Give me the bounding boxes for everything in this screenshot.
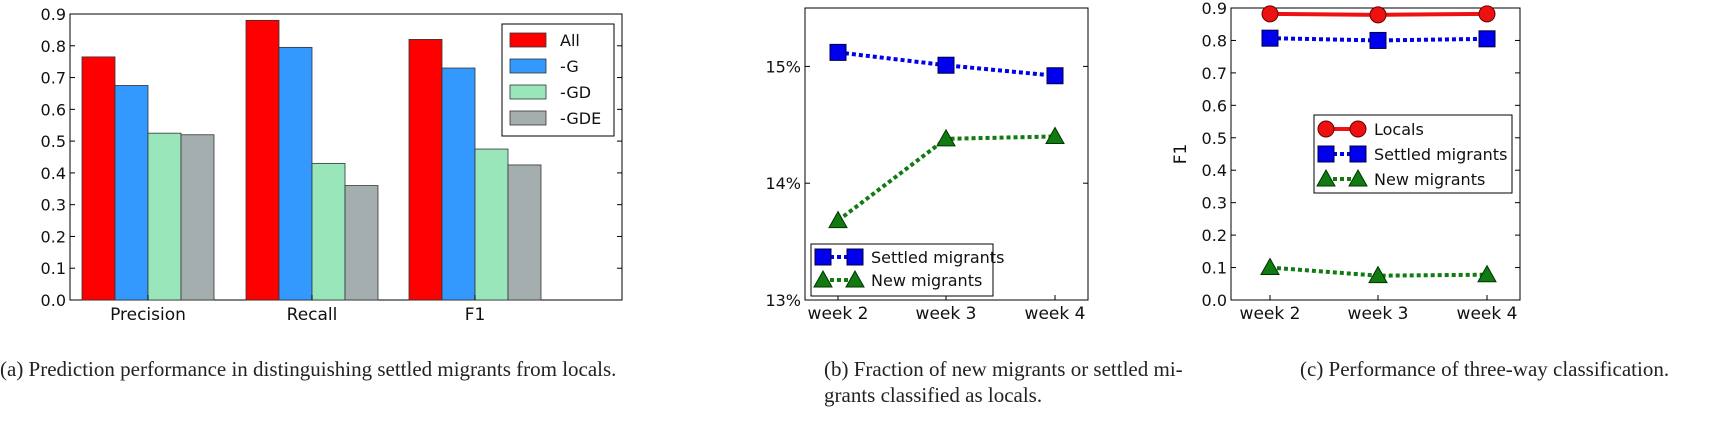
chart-c-xtick-label: week 3 bbox=[1348, 304, 1409, 324]
chart-c-xtick-label: week 4 bbox=[1457, 304, 1518, 324]
chart-c-legend-label: New migrants bbox=[1374, 170, 1485, 189]
chart-c-point-new-migrants bbox=[1368, 265, 1388, 284]
chart-a-ytick-label: 0.5 bbox=[41, 132, 66, 151]
chart-c-ylabel: F1 bbox=[1171, 144, 1191, 165]
chart-c-legend-marker bbox=[1349, 145, 1367, 163]
bar-g-precision bbox=[114, 85, 149, 301]
chart-a-ytick-label: 0.7 bbox=[41, 69, 66, 88]
chart-b-legend bbox=[810, 243, 994, 297]
chart-c-legend-marker bbox=[1349, 120, 1367, 138]
chart-b-ytick-label: 15% bbox=[765, 57, 801, 76]
chart-a-legend-label: -G bbox=[560, 57, 579, 76]
chart-c-ytick-label: 0.2 bbox=[1202, 226, 1227, 245]
chart-b-point-settled-migrants bbox=[1046, 67, 1064, 85]
chart-a-legend-swatch bbox=[509, 32, 547, 48]
chart-c-legend-label: Locals bbox=[1374, 120, 1424, 139]
bar-gd-f1 bbox=[474, 148, 509, 301]
chart-b-xtick-label: week 3 bbox=[916, 304, 977, 324]
chart-c-ytick-label: 0.5 bbox=[1202, 129, 1227, 148]
chart-a-ytick-label: 0.1 bbox=[41, 259, 66, 278]
chart-b: 13% 14% 15% week 2 week 3 week 4 Settled migra… bbox=[765, 7, 1089, 324]
chart-c-ytick-label: 0.4 bbox=[1202, 161, 1227, 180]
chart-c-point-settled-migrants bbox=[1369, 31, 1387, 49]
bar-g-f1 bbox=[441, 67, 476, 301]
bar-gde-recall bbox=[344, 185, 379, 301]
chart-a-legend-swatch bbox=[509, 58, 547, 74]
chart-c-point-new-migrants bbox=[1260, 257, 1280, 276]
chart-a-ytick-label: 0.4 bbox=[41, 164, 66, 183]
chart-c-ytick-label: 0.8 bbox=[1202, 31, 1227, 50]
chart-a-xtick-label: F1 bbox=[465, 305, 486, 325]
chart-b-line-new-migrants bbox=[836, 134, 1056, 223]
chart-c-legend-marker bbox=[1317, 145, 1335, 163]
chart-a-legend-swatch bbox=[509, 84, 547, 100]
bar-gde-precision bbox=[180, 134, 215, 301]
chart-c-ytick-label: 0.1 bbox=[1202, 259, 1227, 278]
chart-b-legend-marker bbox=[814, 248, 832, 266]
chart-b-point-settled-migrants bbox=[937, 56, 955, 74]
chart-b-ytick-label: 14% bbox=[765, 174, 801, 193]
chart-c-ytick-label: 0.7 bbox=[1202, 64, 1227, 83]
chart-b-xtick-label: week 4 bbox=[1025, 304, 1086, 324]
chart-a-ytick-label: 0.0 bbox=[41, 291, 66, 310]
chart-a-xtick-label: Recall bbox=[287, 305, 338, 325]
chart-c-point-settled-migrants bbox=[1261, 29, 1279, 47]
chart-a-legend-label: -GD bbox=[560, 83, 591, 102]
chart-c-point-new-migrants bbox=[1477, 264, 1497, 283]
chart-a: 0.0 0.1 0.2 0.3 0.4 0.5 0.6 0.7 0.8 0.9 Precision R… bbox=[41, 5, 623, 325]
chart-c-legend-marker bbox=[1317, 120, 1335, 138]
bar-all-recall bbox=[245, 19, 280, 301]
chart-c-legend-marker bbox=[1348, 168, 1368, 187]
caption-b-line-2: grants classified as locals. bbox=[824, 383, 1043, 407]
chart-a-legend-label: All bbox=[560, 31, 580, 50]
chart-a-ytick-label: 0.8 bbox=[41, 37, 66, 56]
chart-c-point-locals bbox=[1369, 6, 1387, 24]
chart-c-legend-label: Settled migrants bbox=[1374, 145, 1507, 164]
bar-gd-precision bbox=[147, 132, 182, 301]
chart-b-legend-marker bbox=[846, 248, 864, 266]
chart-c-xtick-label: week 2 bbox=[1240, 304, 1301, 324]
caption-b-line-1: (b) Fraction of new migrants or settled … bbox=[824, 357, 1183, 381]
bar-g-recall bbox=[278, 46, 313, 301]
chart-b-point-settled-migrants bbox=[829, 43, 847, 61]
bar-gde-f1 bbox=[507, 164, 542, 301]
chart-b-legend-label: New migrants bbox=[871, 271, 982, 290]
chart-a-legend-label: -GDE bbox=[560, 109, 601, 128]
chart-b-legend-marker bbox=[813, 269, 833, 288]
chart-c-point-locals bbox=[1261, 5, 1279, 23]
caption-c: (c) Performance of three-way classificat… bbox=[1300, 357, 1670, 381]
bar-gd-recall bbox=[311, 162, 346, 301]
chart-b-legend-marker bbox=[845, 269, 865, 288]
chart-b-point-new-migrants bbox=[1045, 126, 1065, 144]
caption-a: (a) Prediction performance in distinguis… bbox=[0, 357, 617, 381]
chart-c: 0.0 0.1 0.2 0.3 0.4 0.5 0.6 0.7 0.8 0.9 week 2 week… bbox=[1171, 0, 1521, 324]
chart-c-point-settled-migrants bbox=[1478, 30, 1496, 48]
chart-b-point-new-migrants bbox=[828, 210, 848, 229]
chart-c-ytick-label: 0.6 bbox=[1202, 96, 1227, 115]
chart-c-point-locals bbox=[1478, 5, 1496, 23]
chart-b-legend-label: Settled migrants bbox=[871, 248, 1004, 267]
chart-b-xtick-label: week 2 bbox=[808, 304, 869, 324]
chart-a-xtick-label: Precision bbox=[110, 305, 186, 325]
bar-all-precision bbox=[81, 56, 116, 301]
chart-a-ytick-label: 0.6 bbox=[41, 100, 66, 119]
chart-b-ytick-label: 13% bbox=[765, 291, 801, 310]
chart-c-ytick-label: 0.9 bbox=[1202, 0, 1227, 18]
chart-c-ytick-label: 0.0 bbox=[1202, 291, 1227, 310]
chart-a-legend-swatch bbox=[509, 110, 547, 126]
chart-c-ytick-label: 0.3 bbox=[1202, 194, 1227, 213]
chart-a-ytick-label: 0.3 bbox=[41, 196, 66, 215]
bar-all-f1 bbox=[408, 39, 443, 301]
chart-a-ytick-label: 0.2 bbox=[41, 227, 66, 246]
chart-b-point-new-migrants bbox=[936, 128, 956, 147]
chart-c-legend-marker bbox=[1316, 168, 1336, 187]
chart-a-ytick-label: 0.9 bbox=[41, 5, 66, 24]
